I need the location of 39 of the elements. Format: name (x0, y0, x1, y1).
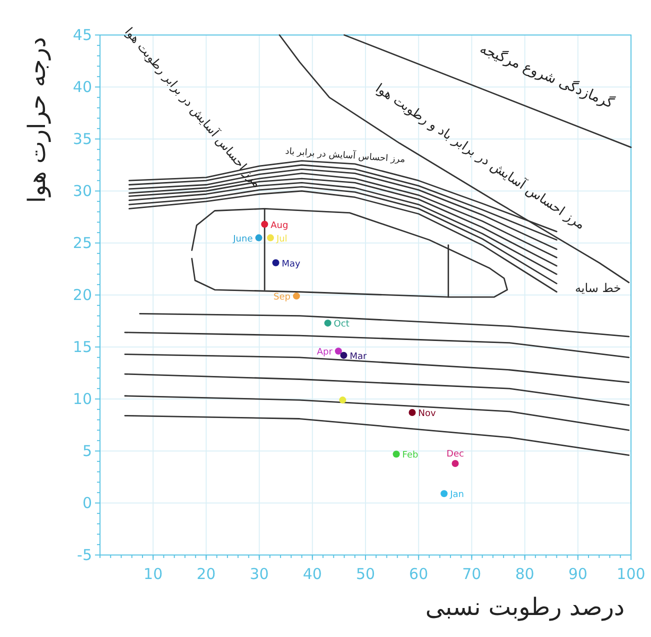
annotation: مرز احساس آسایش در برابر باد (284, 144, 406, 166)
series-label: May (282, 259, 302, 270)
x-tick-label: 50 (356, 565, 376, 583)
y-tick-label: 15 (72, 338, 92, 356)
y-tick-label: 35 (72, 130, 92, 148)
series-label: June (232, 234, 254, 244)
series-label: Apr (316, 348, 333, 358)
series-label: Oct (334, 320, 350, 330)
x-tick-label: 80 (515, 565, 534, 583)
y-tick-label: 0 (82, 494, 92, 512)
x-tick-label: 40 (302, 565, 322, 583)
series-label: Feb (402, 450, 419, 461)
series-label: Jan (449, 490, 464, 500)
y-tick-label: -5 (77, 546, 92, 564)
series-label: Dec (446, 449, 464, 460)
annotation: گرمازدگی شروع مرگیجه (477, 40, 616, 112)
y-tick-label: 20 (72, 286, 92, 304)
series-label: Sep (274, 292, 291, 303)
x-axis-title: درصد رطوبت نسبی (425, 593, 625, 621)
y-tick-label: 5 (82, 442, 92, 460)
x-tick-label: 60 (409, 565, 428, 583)
annotation: خط سایه (574, 281, 622, 295)
y-tick-label: 10 (72, 390, 92, 408)
series-label: Mar (350, 352, 368, 362)
x-tick-label: 30 (250, 565, 269, 583)
x-tick-label: 20 (196, 565, 216, 583)
y-axis-title: درجه حرارت هوا (23, 37, 51, 203)
y-tick-label: 40 (72, 78, 92, 96)
series-label: Nov (418, 409, 436, 420)
y-tick-label: 30 (72, 182, 92, 200)
x-tick-label: 100 (616, 565, 646, 583)
x-tick-label: 10 (144, 565, 163, 583)
annotation: مرز احساس آسایش در برابر رطوبت هوا (122, 24, 265, 190)
y-tick-label: 45 (72, 26, 92, 44)
series-label: Aug (270, 220, 288, 231)
y-tick-label: 25 (72, 234, 92, 252)
x-tick-label: 90 (568, 565, 588, 583)
series-label: Jul (275, 234, 288, 244)
x-tick-label: 70 (462, 565, 482, 583)
